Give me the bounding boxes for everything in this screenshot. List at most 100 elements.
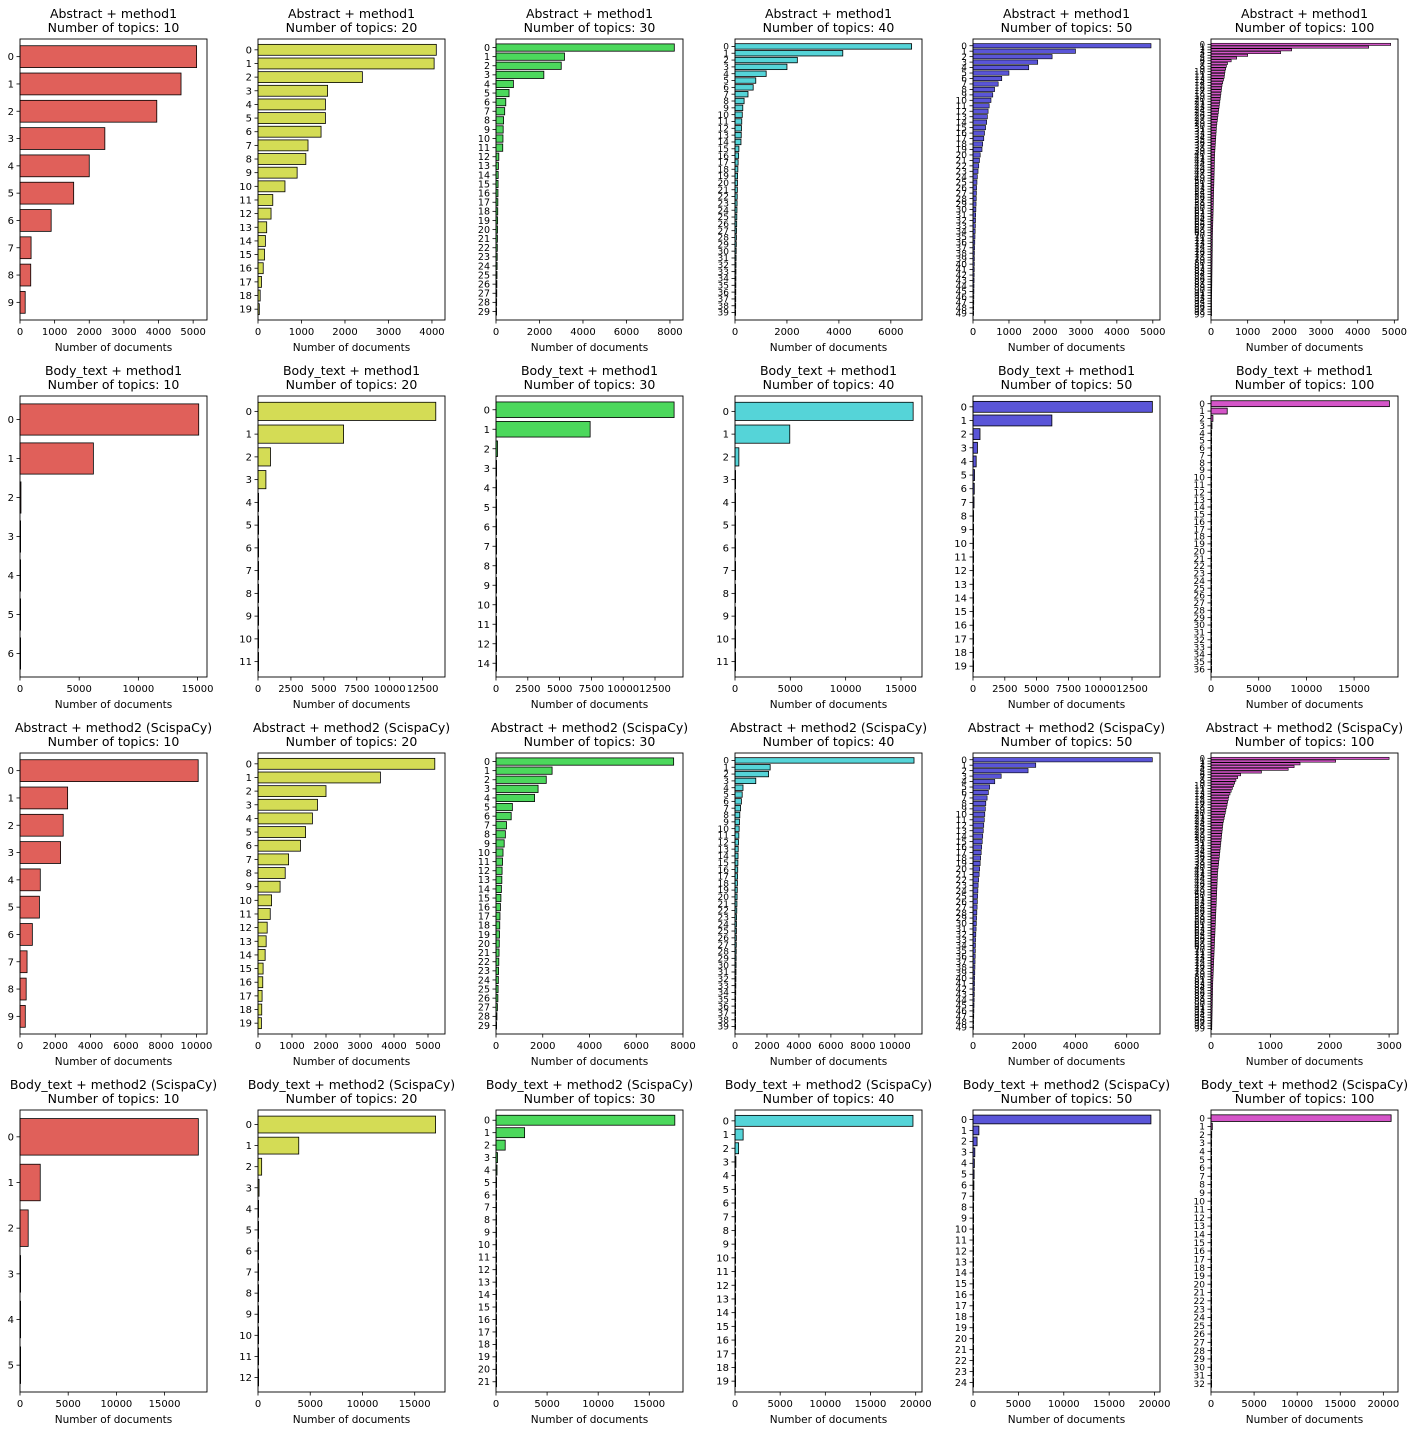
y-tick-label: 3 [246,800,252,811]
x-tick-label: 5000 [1241,1399,1266,1410]
bar [972,822,985,828]
y-tick-label: 22 [1194,100,1205,110]
y-tick-label: 2 [723,452,729,463]
y-tick-label: 2 [246,1162,252,1173]
x-tick-label: 15000 [1093,1399,1125,1410]
y-tick-label: 3 [484,70,490,81]
bar [257,935,267,948]
y-tick-label: 20 [478,1365,490,1376]
y-tick-label: 84 [1194,270,1205,280]
y-tick-label: 12 [718,124,729,134]
y-tick-label: 60 [1194,918,1205,928]
bar [257,962,264,975]
y-tick-label: 12 [239,923,252,934]
bar [734,839,739,846]
bar [734,111,743,118]
y-tick-label: 5 [961,783,967,793]
x-axis-label: Number of documents [293,1056,410,1068]
y-tick-label: 17 [716,1349,729,1360]
y-tick-label: 45 [956,1002,967,1012]
bar [1210,765,1295,768]
x-tick-label: 15000 [855,1399,887,1410]
y-tick-label: 4 [8,161,14,172]
y-tick-label: 31 [956,925,967,935]
bar [495,884,502,893]
bar [972,784,990,790]
y-tick-label: 27 [1194,599,1205,609]
y-tick-label: 23 [718,200,729,210]
y-tick-label: 13 [718,845,729,855]
y-tick-label: 41 [1194,866,1205,876]
y-tick-label: 98 [1194,308,1205,318]
x-tick-label: 0 [255,1041,261,1052]
y-tick-label: 19 [956,146,968,156]
y-tick-label: 87 [1194,278,1205,288]
bar [495,939,500,948]
bar [1210,113,1219,117]
x-tick-label: 0 [1208,327,1214,338]
bar [734,784,744,791]
y-tick-label: 0 [961,402,967,413]
y-tick-label: 23 [1194,570,1205,580]
bar [972,1136,978,1147]
bar [972,790,989,795]
y-tick-label: 16 [954,621,967,632]
y-tick-label: 5 [961,471,967,482]
y-tick-label: 28 [1194,606,1206,616]
y-tick-label: 8 [484,830,490,841]
y-tick-label: 1 [246,59,252,70]
y-tick-label: 28 [478,298,490,309]
y-tick-label: 84 [1194,984,1205,994]
bar [1210,122,1218,125]
y-tick-label: 11 [1194,70,1205,80]
y-tick-label: 3 [1199,1139,1205,1149]
y-tick-label: 6 [246,127,252,138]
subplot-2-2: Abstract + method2 (ScispaCy)Number of t… [478,720,696,1068]
y-tick-label: 24 [718,920,730,930]
y-tick-label: 93 [1194,294,1205,304]
y-tick-label: 18 [478,207,490,218]
bar [257,112,326,124]
bar [972,97,992,103]
y-tick-label: 20 [478,939,490,950]
y-tick-label: 3 [961,58,967,68]
bar [972,455,977,468]
y-tick-label: 16 [956,843,968,853]
y-tick-label: 27 [478,1003,490,1014]
y-tick-label: 51 [1194,894,1205,904]
bar [972,59,1039,65]
y-tick-label: 24 [956,173,968,183]
y-tick-label: 0 [8,1132,14,1143]
x-tick-label: 15000 [399,1399,431,1410]
bar [734,805,741,812]
bar [1210,860,1220,864]
y-tick-label: 5 [8,610,14,621]
y-tick-label: 6 [723,1199,729,1210]
y-tick-label: 11 [1194,784,1205,794]
bar [972,779,996,785]
y-tick-label: 29 [1194,1355,1206,1365]
axes-frame [257,395,446,678]
y-tick-label: 18 [1194,533,1206,543]
y-tick-label: 31 [1194,125,1205,135]
x-tick-label: 4000 [1104,327,1129,338]
x-tick-label: 15000 [1324,1399,1356,1410]
y-tick-label: 18 [718,165,730,175]
y-tick-label: 28 [718,948,730,958]
bar [972,125,986,131]
y-tick-label: 63 [1194,212,1205,222]
y-tick-label: 88 [1194,995,1205,1005]
y-tick-label: 64 [1194,929,1205,939]
y-tick-label: 12 [239,209,252,220]
y-tick-label: 17 [1194,525,1205,535]
y-tick-label: 88 [1194,281,1205,291]
y-tick-label: 25 [1194,1322,1205,1332]
y-tick-label: 4 [723,1171,729,1182]
x-tick-label: 6000 [1114,1041,1139,1052]
bar [734,757,915,764]
bar [1210,100,1221,104]
bar [1210,827,1223,831]
subplot-subtitle: Number of topics: 30 [524,377,656,392]
bar [972,888,979,894]
y-tick-label: 26 [1194,111,1205,121]
